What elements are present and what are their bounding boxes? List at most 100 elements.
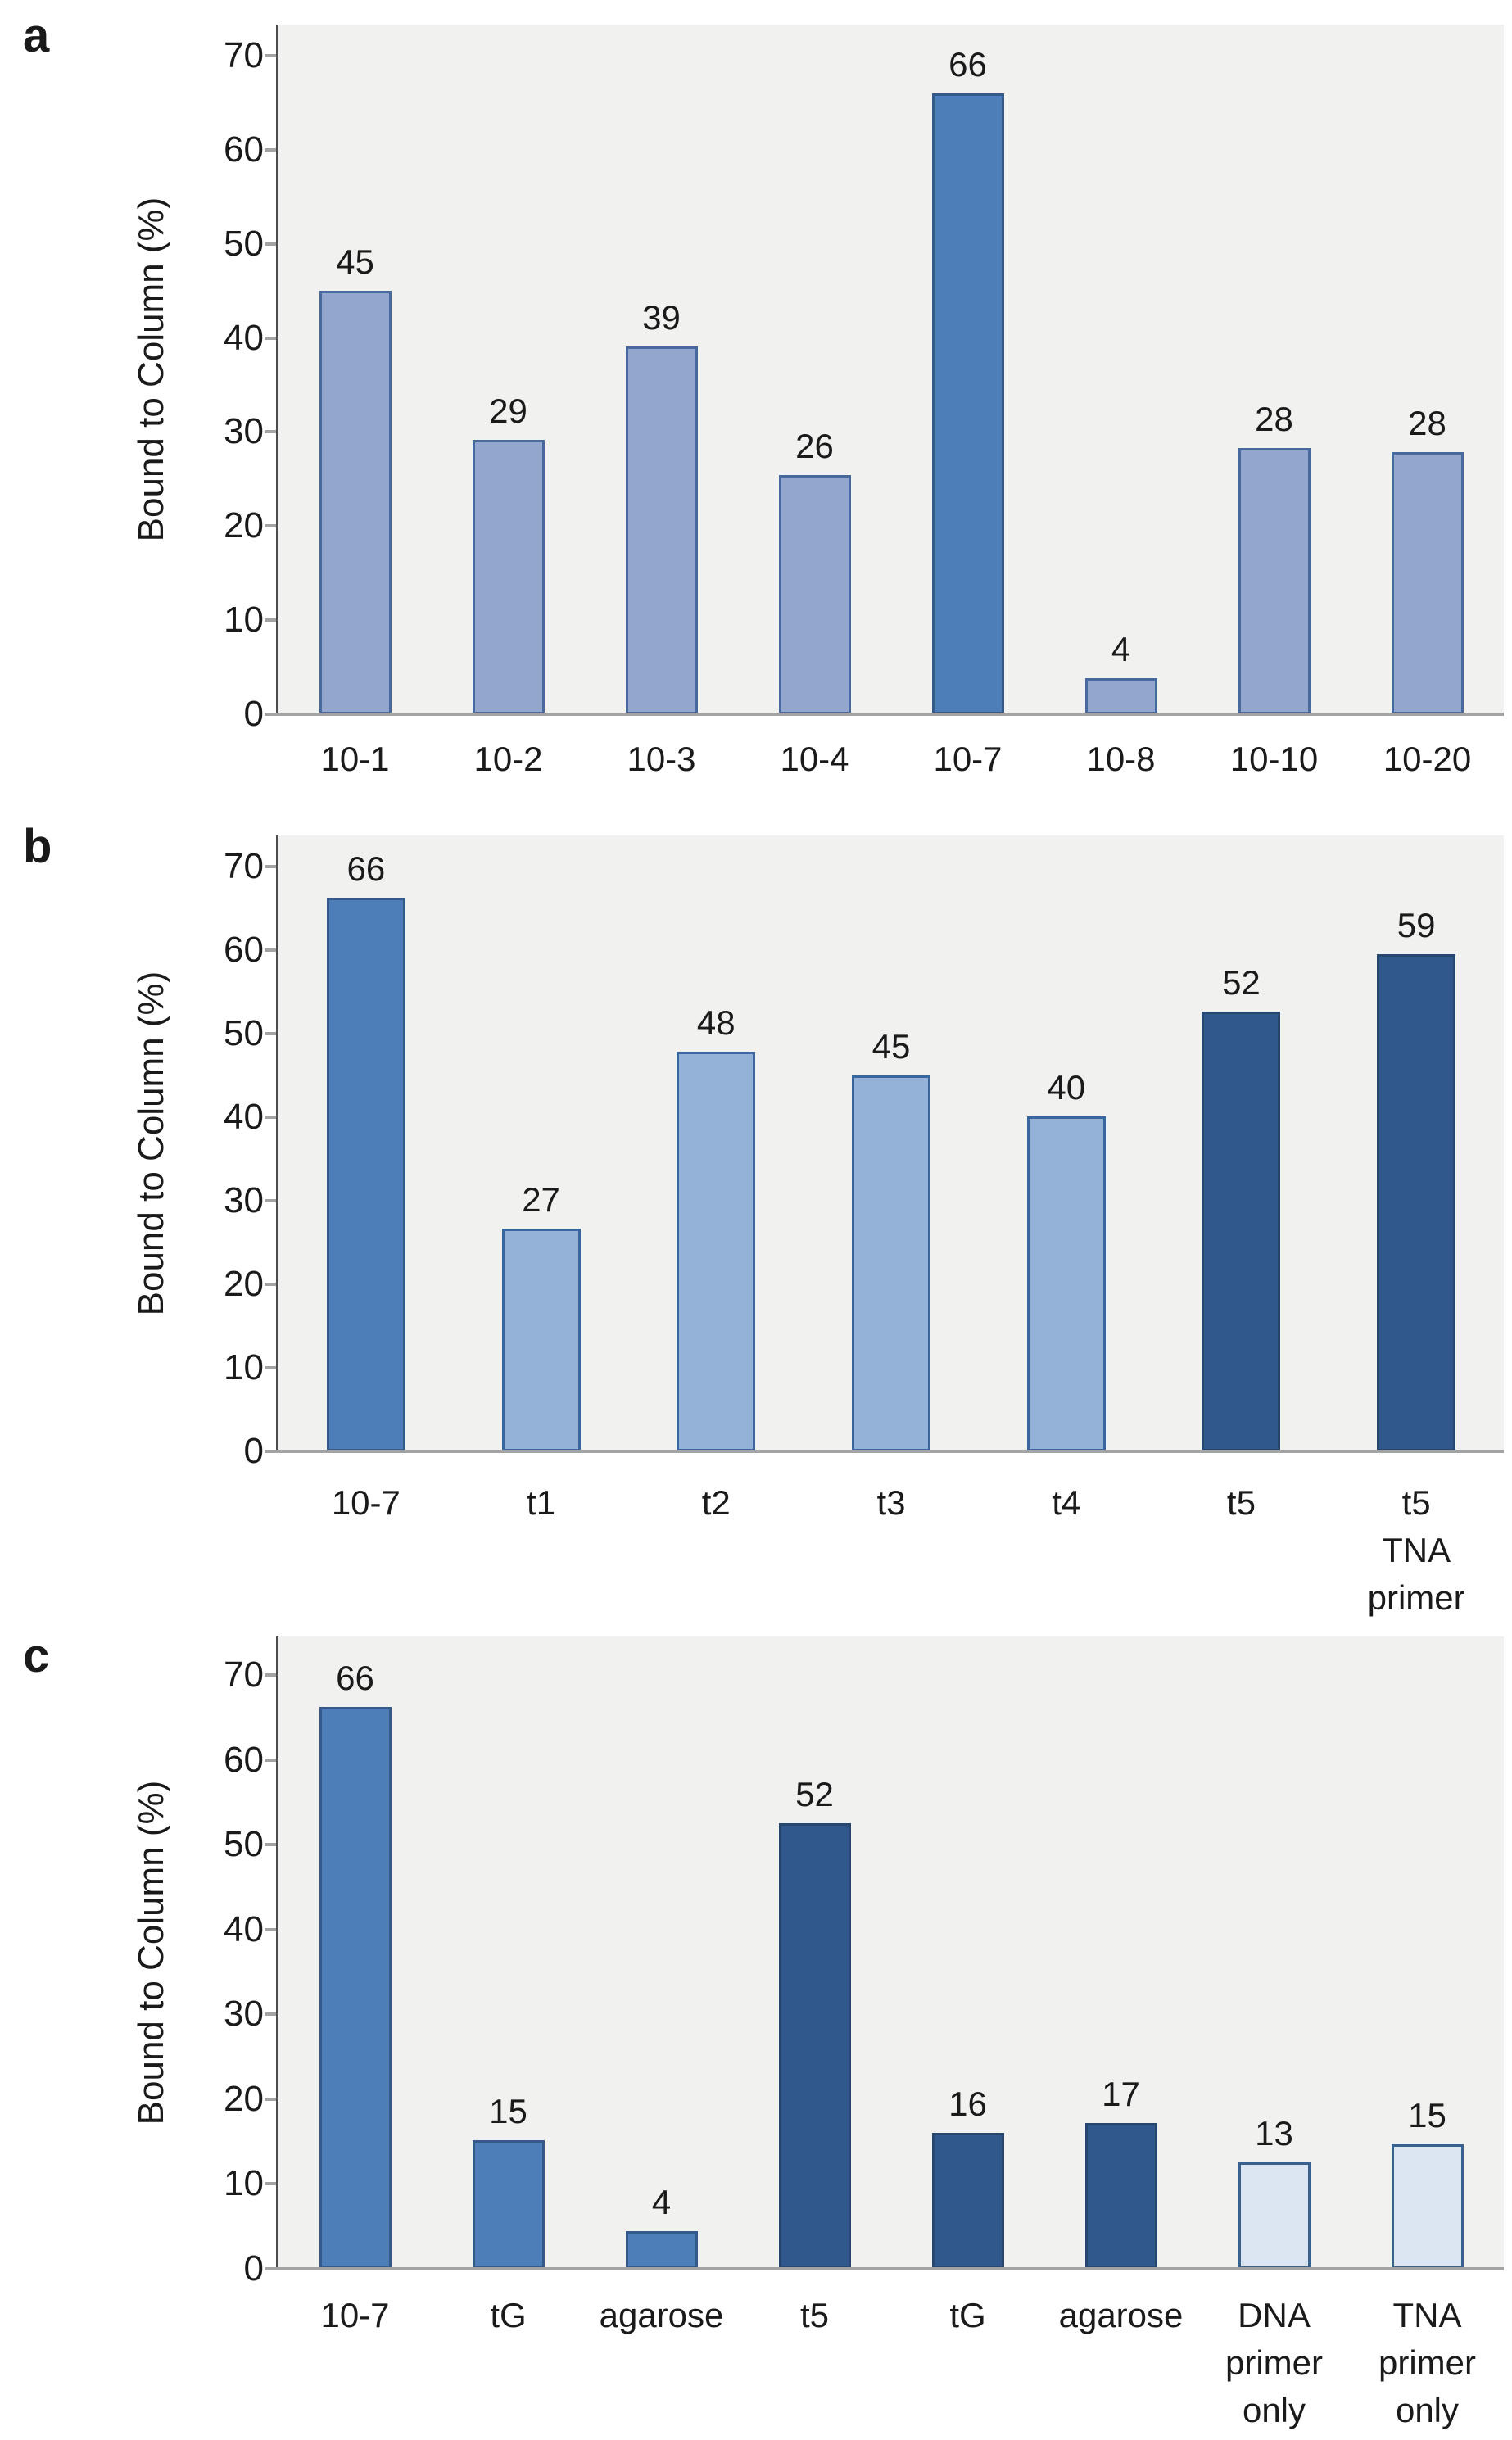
bar-value-label: 15 xyxy=(1408,2095,1446,2134)
category-label: t4 xyxy=(1052,1483,1081,1522)
x-axis-line xyxy=(276,713,1504,716)
panel-letter-c: c xyxy=(23,1629,50,1682)
category-label: t1 xyxy=(527,1483,556,1522)
category-label: 10-8 xyxy=(1086,740,1156,778)
bar-10-20 xyxy=(1391,451,1464,714)
bar-value-label: 15 xyxy=(489,2091,527,2130)
y-tick-mark xyxy=(265,1199,276,1202)
y-tick-label: 50 xyxy=(224,223,264,264)
category-label: 10-4 xyxy=(780,740,849,778)
category-label: 10-2 xyxy=(473,740,543,778)
y-tick-label: 0 xyxy=(243,694,264,734)
y-axis-label: Bound to Column (%) xyxy=(131,1780,171,2125)
bar-10-7 xyxy=(931,93,1004,714)
y-tick-label: 0 xyxy=(243,1431,264,1471)
bar-value-label: 17 xyxy=(1102,2074,1140,2113)
x-axis-line xyxy=(276,2267,1504,2270)
panel-letter-b: b xyxy=(23,820,52,873)
category-label: 10-3 xyxy=(627,740,696,778)
bar-value-label: 52 xyxy=(795,1775,834,1814)
y-tick-mark xyxy=(265,1843,276,1847)
bar-t4 xyxy=(1026,1116,1106,1451)
bar-tna xyxy=(1391,2143,1464,2269)
category-label: 10-10 xyxy=(1229,740,1319,778)
bar-value-label: 66 xyxy=(948,44,987,84)
y-tick-label: 10 xyxy=(224,2163,264,2204)
y-tick-mark xyxy=(265,336,276,340)
y-tick-label: 40 xyxy=(224,1097,264,1137)
bar-t2 xyxy=(677,1052,756,1451)
y-tick-mark xyxy=(265,1283,276,1286)
bar-agarose xyxy=(625,2231,698,2269)
bar-value-label: 26 xyxy=(795,427,834,466)
bar-value-label: 59 xyxy=(1397,906,1436,945)
y-tick-label: 20 xyxy=(224,505,264,546)
bar-value-label: 16 xyxy=(948,2085,987,2124)
bar-value-label: 66 xyxy=(346,849,386,888)
y-tick-label: 40 xyxy=(224,1908,264,1949)
y-tick-label: 60 xyxy=(224,129,264,170)
y-tick-label: 60 xyxy=(224,930,264,970)
y-tick-mark xyxy=(265,948,276,952)
category-label: t3 xyxy=(876,1483,906,1522)
y-tick-label: 20 xyxy=(224,2078,264,2119)
y-tick-label: 10 xyxy=(224,600,264,641)
y-tick-label: 50 xyxy=(224,1824,264,1865)
y-tick-mark xyxy=(265,1450,276,1453)
bar-10-4 xyxy=(778,475,851,714)
y-tick-mark xyxy=(265,2182,276,2186)
y-tick-mark xyxy=(265,865,276,868)
bar-value-label: 52 xyxy=(1222,963,1261,1003)
category-label: DNA primer only xyxy=(1225,2296,1323,2429)
y-tick-mark xyxy=(265,2012,276,2017)
bar-10-8 xyxy=(1084,678,1157,714)
category-label: t5 TNA primer xyxy=(1367,1483,1465,1617)
bar-t5 xyxy=(1202,1012,1281,1451)
bar-value-label: 28 xyxy=(1408,403,1446,442)
category-label: tG xyxy=(490,2296,527,2334)
bar-value-label: 45 xyxy=(871,1027,911,1066)
y-tick-mark xyxy=(265,618,276,622)
y-tick-label: 60 xyxy=(224,1739,264,1780)
bar-10-7 xyxy=(326,897,405,1451)
y-tick-mark xyxy=(265,1032,276,1035)
category-label: TNA primer only xyxy=(1378,2296,1476,2429)
bar-t5 xyxy=(1377,954,1456,1451)
y-tick-mark xyxy=(265,524,276,528)
bar-t5 xyxy=(778,1823,851,2269)
bar-10-7 xyxy=(319,1707,392,2269)
y-tick-mark xyxy=(265,430,276,434)
y-tick-label: 10 xyxy=(224,1347,264,1387)
bar-tg xyxy=(931,2133,1004,2269)
category-label: 10-20 xyxy=(1383,740,1472,778)
bar-value-label: 13 xyxy=(1255,2113,1293,2153)
bar-t3 xyxy=(852,1075,930,1451)
category-label: 10-1 xyxy=(320,740,390,778)
y-tick-label: 30 xyxy=(224,1180,264,1220)
bar-value-label: 4 xyxy=(1111,630,1131,669)
plot-area-c xyxy=(278,1636,1504,2269)
y-axis-label: Bound to Column (%) xyxy=(131,971,171,1316)
bar-value-label: 27 xyxy=(522,1179,560,1219)
y-tick-label: 30 xyxy=(224,1994,264,2035)
bar-tg xyxy=(472,2139,545,2269)
y-tick-mark xyxy=(265,2097,276,2101)
category-label: t5 xyxy=(799,2296,830,2334)
y-tick-mark xyxy=(265,1366,276,1369)
y-tick-mark xyxy=(265,2267,276,2270)
y-tick-label: 20 xyxy=(224,1264,264,1304)
bar-dna xyxy=(1238,2162,1311,2269)
y-tick-label: 70 xyxy=(224,35,264,75)
y-tick-mark xyxy=(265,713,276,716)
category-label: agarose xyxy=(599,2296,724,2334)
plot-area-a xyxy=(278,25,1504,714)
panel-letter-a: a xyxy=(23,9,50,62)
y-tick-label: 70 xyxy=(224,846,264,886)
y-tick-label: 0 xyxy=(243,2248,264,2288)
bar-value-label: 48 xyxy=(696,1003,736,1043)
category-label: t2 xyxy=(701,1483,731,1522)
bar-agarose xyxy=(1084,2122,1157,2269)
category-label: 10-7 xyxy=(320,2296,390,2334)
bar-value-label: 45 xyxy=(336,242,374,282)
